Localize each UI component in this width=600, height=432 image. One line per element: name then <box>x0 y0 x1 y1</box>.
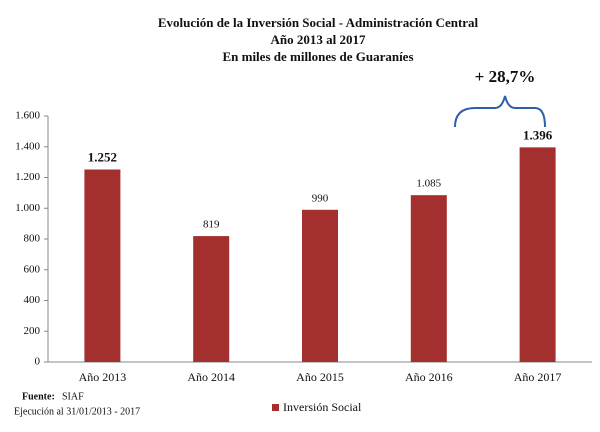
bar <box>519 147 556 362</box>
y-tick-label: 400 <box>24 294 41 306</box>
y-tick-label: 800 <box>24 233 41 245</box>
bracket <box>454 95 546 128</box>
value-label: 1.396 <box>523 127 553 142</box>
x-tick-label: Año 2014 <box>187 370 235 384</box>
value-label: 1.252 <box>88 149 117 164</box>
source-note: Ejecución al 31/01/2013 - 2017 <box>14 406 140 417</box>
x-tick-label: Año 2017 <box>514 370 562 384</box>
bar <box>410 195 447 362</box>
annotation: + 28,7% <box>475 67 536 86</box>
bar <box>302 209 338 362</box>
x-tick-label: Año 2016 <box>405 370 453 384</box>
y-tick-label: 1.000 <box>15 202 40 214</box>
chart-subtitle: Año 2013 al 2017 <box>271 32 366 47</box>
legend-swatch <box>272 404 279 411</box>
legend-label: Inversión Social <box>283 400 362 414</box>
bar <box>193 236 230 362</box>
y-tick-label: 1.400 <box>15 140 40 152</box>
y-tick-label: 600 <box>24 263 41 275</box>
value-label: 1.085 <box>416 178 441 190</box>
value-label: 819 <box>203 219 220 231</box>
unit-note: En miles de millones de Guaraníes <box>222 49 413 64</box>
y-tick-label: 0 <box>35 356 41 368</box>
bar <box>84 169 121 362</box>
chart-title: Evolución de la Inversión Social - Admin… <box>158 15 479 30</box>
x-tick-label: Año 2015 <box>296 370 344 384</box>
value-label: 990 <box>312 192 329 204</box>
y-tick-label: 1.200 <box>15 171 40 183</box>
source: SIAF <box>62 391 84 402</box>
y-tick-label: 200 <box>24 325 41 337</box>
source-label: Fuente: <box>22 391 55 402</box>
y-tick-label: 1.600 <box>15 110 40 122</box>
x-tick-label: Año 2013 <box>79 370 127 384</box>
